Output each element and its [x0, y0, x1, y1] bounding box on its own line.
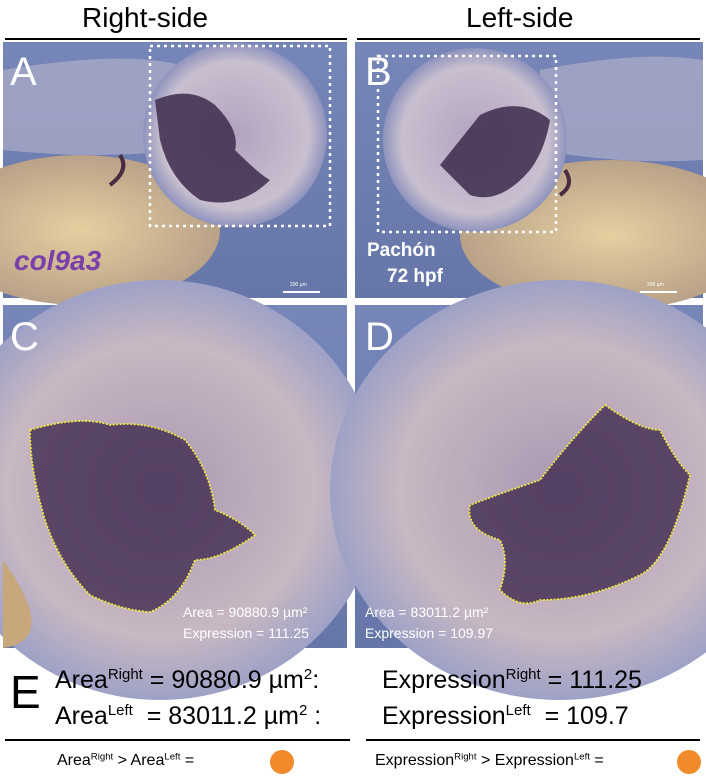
text: > Expression: [476, 752, 574, 769]
text: :: [312, 666, 320, 694]
text: > Area: [113, 752, 165, 769]
equation: AreaRight = 90880.9 µm2:: [55, 666, 319, 695]
scale-bar-label: 200 µm: [647, 282, 664, 288]
superscript: Left: [573, 751, 590, 763]
comparison: ExpressionRight > ExpressionLeft =: [375, 752, 604, 770]
expression-value: Expression = 109.97: [365, 625, 494, 641]
equation: AreaLeft = 83011.2 µm2 :: [55, 702, 321, 731]
panel-label: A: [10, 50, 37, 94]
text: Expression: [375, 752, 455, 769]
header: Right-side: [82, 2, 209, 33]
superscript: Left: [164, 751, 181, 763]
superscript: Left: [107, 702, 133, 719]
superscript: Right: [90, 751, 114, 763]
superscript: Left: [505, 702, 531, 719]
scale-bar-label: 200 µm: [290, 282, 307, 288]
text: Expression: [382, 666, 506, 694]
rule: [357, 38, 700, 40]
text: Area: [55, 666, 108, 694]
equation: ExpressionRight = 111.25: [382, 666, 642, 695]
superscript: Right: [505, 666, 541, 683]
gene-label: col9a3: [14, 245, 102, 276]
text: = 111.25: [540, 666, 642, 694]
text: :: [307, 702, 322, 730]
area-value: Area = 83011.2 µm²: [365, 604, 489, 620]
text: =: [589, 752, 604, 769]
text: = 109.7: [530, 702, 629, 730]
rule: [5, 38, 347, 40]
rule: [366, 739, 700, 741]
area-value: Area = 90880.9 µm²: [183, 604, 308, 620]
superscript: 2: [298, 702, 308, 719]
panel-label: B: [365, 50, 392, 94]
text: =: [180, 752, 195, 769]
expression-value: Expression = 111.25: [183, 625, 309, 641]
text: Expression: [382, 702, 506, 730]
text: Area: [55, 702, 108, 730]
panel-label: C: [10, 315, 39, 359]
superscript: Right: [454, 751, 477, 763]
rule: [5, 739, 350, 741]
text: = 90880.9 µm: [142, 666, 304, 694]
text: Area: [57, 752, 91, 769]
strain-label: Pachón: [367, 240, 436, 261]
equation: ExpressionLeft = 109.7: [382, 702, 629, 731]
panel-label: E: [10, 666, 41, 718]
comparison: AreaRight > AreaLeft =: [57, 752, 194, 770]
superscript: Right: [107, 666, 143, 683]
text: = 83011.2 µm: [132, 702, 299, 730]
panel-label: D: [365, 315, 394, 359]
header: Left-side: [466, 2, 574, 33]
superscript: 2: [303, 666, 313, 683]
stage-label: 72 hpf: [387, 266, 443, 287]
